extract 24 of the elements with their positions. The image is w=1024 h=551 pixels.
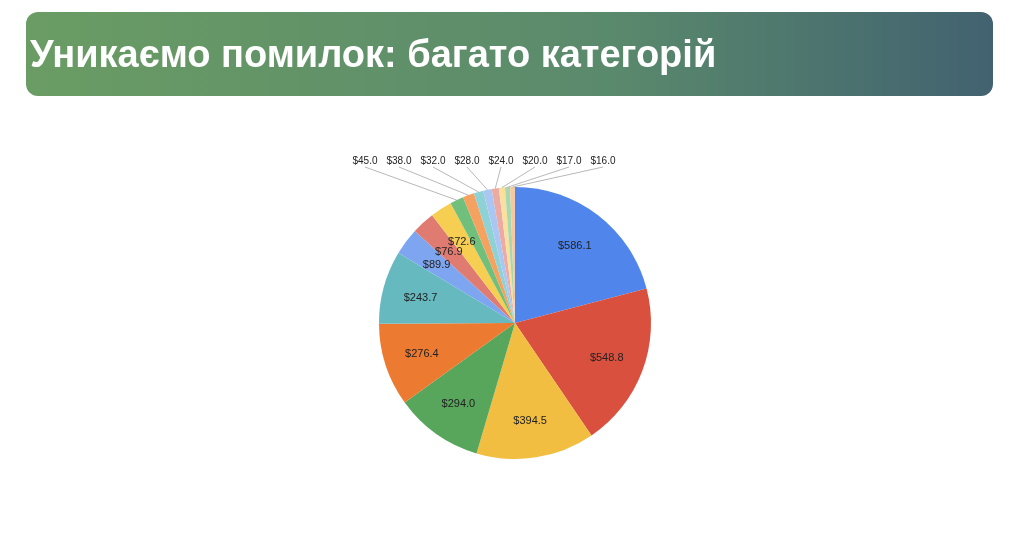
pie-slice [515,187,647,323]
data-label: $243.7 [403,291,438,304]
data-label: $276.4 [405,347,439,360]
pie-slice [515,288,651,436]
data-label: $89.9 [422,258,451,271]
data-label: $16.0 [590,154,616,166]
data-label: $548.8 [589,351,624,364]
data-label: $394.5 [513,413,547,426]
data-label: $38.0 [386,154,412,166]
data-label: $294.0 [441,396,476,409]
pie-slice [404,323,515,454]
pie-slice [491,187,515,323]
data-label: $24.0 [488,154,514,166]
data-label: $17.0 [556,154,582,166]
pie-slice [476,323,592,459]
data-label: $45.0 [352,154,378,166]
data-label: $32.0 [420,154,446,166]
data-label: $20.0 [522,154,548,166]
pie-slice [483,189,515,323]
data-label: $76.9 [435,244,463,257]
pie-slice [398,231,515,323]
chart-title: Уникаємо помилок: багато категорій [29,32,717,76]
data-label: $28.0 [454,154,480,166]
data-label: $586.1 [557,239,592,252]
